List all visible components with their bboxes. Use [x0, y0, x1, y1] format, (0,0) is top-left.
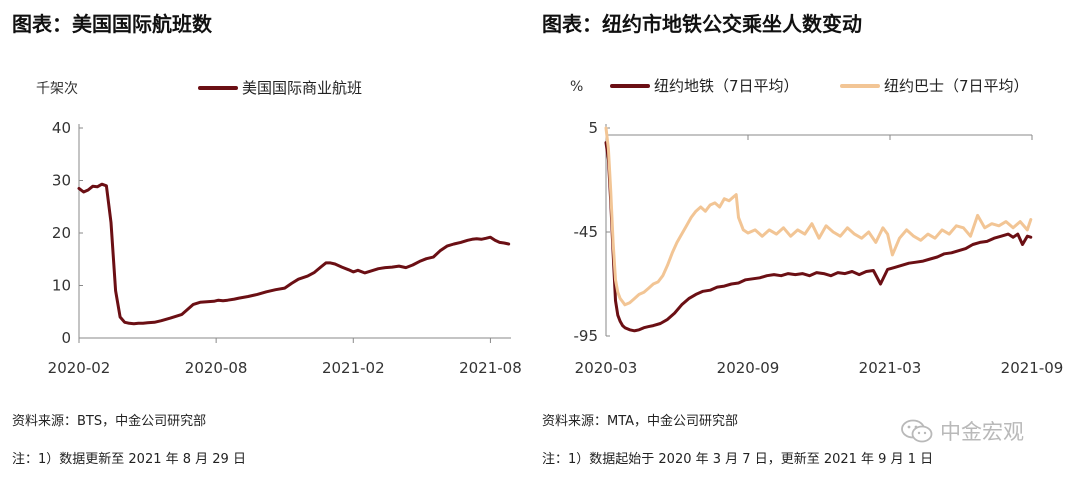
left-y-unit-label: 千架次 — [36, 81, 78, 97]
left-x-tick-label: 2020-08 — [185, 359, 248, 377]
right-x-tick-label: 2020-09 — [717, 359, 780, 377]
right-source-note: 资料来源：MTA，中金公司研究部 — [542, 414, 739, 429]
watermark-text: 中金宏观 — [940, 420, 1024, 444]
flights-chart: 0 10 20 30 40 2020-02 2020-08 2021-02 2021-08 千架次… — [36, 79, 522, 377]
left-series-line-0 — [77, 182, 511, 326]
left-y-tick-label: 30 — [52, 172, 71, 190]
left-x-tick-label: 2020-02 — [48, 359, 111, 377]
right-x-tick-label: 2021-09 — [1001, 359, 1064, 377]
right-y-unit-label: % — [570, 79, 583, 95]
left-y-tick-label: 40 — [52, 119, 71, 137]
left-legend-label-0: 美国国际商业航班 — [242, 79, 362, 97]
right-legend-label-0: 纽约地铁（7日平均） — [654, 77, 799, 95]
watermark: 中金宏观 — [900, 416, 1024, 446]
left-x-tick-label: 2021-08 — [459, 359, 522, 377]
right-legend-label-1: 纽约巴士（7日平均） — [884, 77, 1029, 95]
right-y-tick-label: -95 — [574, 327, 599, 345]
right-series-line-1 — [604, 126, 1033, 307]
right-y-tick-label: 5 — [588, 119, 598, 137]
left-source-note: 资料来源：BTS，中金公司研究部 — [12, 414, 207, 429]
left-y-tick-label: 10 — [52, 277, 71, 295]
right-footnote: 注：1）数据起始于 2020 年 3 月 7 日，更新至 2021 年 9 月 … — [542, 452, 934, 467]
wechat-icon — [901, 419, 933, 443]
left-x-tick-label: 2021-02 — [322, 359, 385, 377]
right-chart-title: 图表：纽约市地铁公交乘坐人数变动 — [542, 12, 862, 36]
left-chart-title: 图表：美国国际航班数 — [12, 12, 212, 36]
left-y-tick-label: 0 — [61, 329, 71, 347]
right-x-tick-label: 2020-03 — [575, 359, 638, 377]
right-y-tick-label: -45 — [574, 223, 599, 241]
right-x-tick-label: 2021-03 — [859, 359, 922, 377]
left-footnote: 注：1）数据更新至 2021 年 8 月 29 日 — [12, 452, 246, 467]
left-y-tick-label: 20 — [52, 224, 71, 242]
right-series-line-0 — [604, 141, 1033, 333]
subway-bus-chart: 5 -45 -95 2020-03 2020-09 2021-03 2021-09% 纽约地铁… — [570, 77, 1064, 377]
